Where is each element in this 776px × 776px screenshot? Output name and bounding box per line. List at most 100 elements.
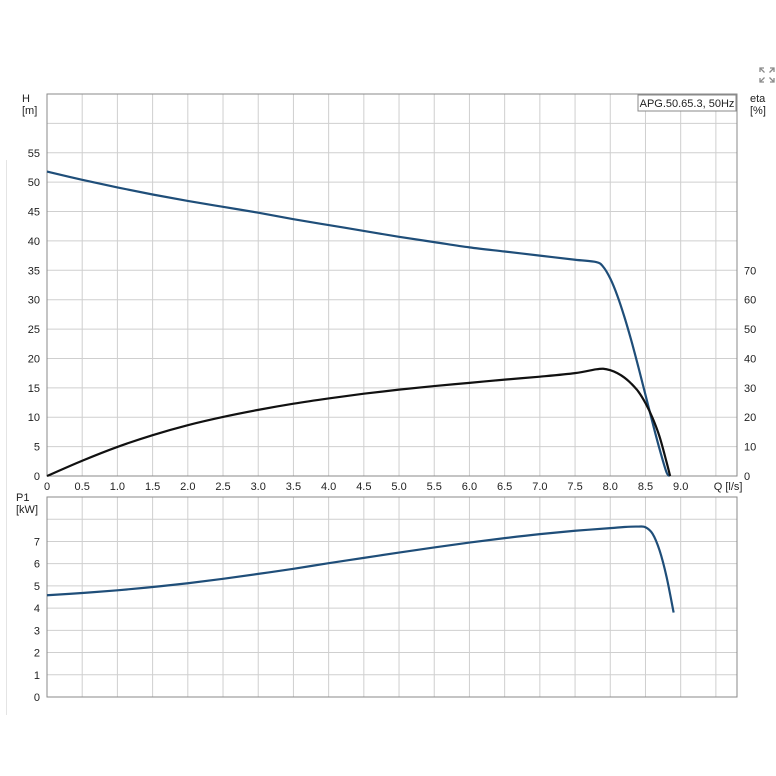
- power-data-point: [328, 563, 329, 564]
- y2-tick-label: 50: [744, 324, 756, 336]
- head-data-point: [638, 367, 639, 368]
- head-data-point: [293, 219, 294, 220]
- power-data-point: [539, 534, 540, 535]
- efficiency-data-point: [434, 386, 435, 387]
- efficiency-data-point: [670, 476, 671, 477]
- power-data-point: [187, 583, 188, 584]
- power-data-point: [469, 542, 470, 543]
- expand-icon[interactable]: [758, 66, 776, 84]
- power-data-point: [363, 557, 364, 558]
- head-data-point: [610, 278, 611, 279]
- efficiency-data-point: [504, 379, 505, 380]
- head-data-point: [47, 171, 48, 172]
- power-data-point: [152, 587, 153, 588]
- power-data-point: [82, 593, 83, 594]
- head-data-point: [666, 472, 667, 473]
- efficiency-data-point: [258, 409, 259, 410]
- power-data-point: [434, 547, 435, 548]
- head-data-point: [624, 316, 625, 317]
- efficiency-data-point: [82, 460, 83, 461]
- chart-title-box: APG.50.65.3, 50Hz: [637, 94, 737, 112]
- y-tick-label: 40: [28, 236, 40, 248]
- plot-frame: [46, 93, 738, 477]
- head-data-point: [659, 449, 660, 450]
- efficiency-data-point: [575, 373, 576, 374]
- x-tick-label: 0: [44, 481, 50, 493]
- x-tick-label: 3.5: [286, 481, 301, 493]
- y-tick-label: 5: [34, 442, 40, 454]
- y-tick-label: 10: [28, 412, 40, 424]
- efficiency-data-point: [617, 373, 618, 374]
- head-data-point: [539, 255, 540, 256]
- plot-frame: [46, 496, 738, 698]
- efficiency-data-point: [399, 389, 400, 390]
- power-data-point: [399, 552, 400, 553]
- head-data-point: [596, 262, 597, 263]
- power-data-point: [504, 538, 505, 539]
- y2-tick-label: 60: [744, 295, 756, 307]
- y-tick-label: 55: [28, 148, 40, 160]
- y-tick-label: 6: [34, 559, 40, 571]
- power-data-point: [659, 550, 660, 551]
- power-data-point: [666, 577, 667, 578]
- y2-tick-label: 40: [744, 353, 756, 365]
- efficiency-data-point: [47, 476, 48, 477]
- y-tick-label: 20: [28, 353, 40, 365]
- head-data-point: [469, 247, 470, 248]
- chart-title: APG.50.65.3, 50Hz: [640, 98, 735, 110]
- power-data-point: [575, 530, 576, 531]
- head-data-point: [258, 212, 259, 213]
- y-axis-label: P1 [kW]: [16, 492, 38, 516]
- efficiency-data-point: [223, 417, 224, 418]
- efficiency-data-point: [645, 403, 646, 404]
- left-edge-strip: [0, 160, 7, 715]
- efficiency-data-point: [638, 391, 639, 392]
- head-data-point: [328, 225, 329, 226]
- power-data-point: [624, 527, 625, 528]
- y-tick-label: 7: [34, 536, 40, 548]
- power-data-point: [673, 612, 674, 613]
- efficiency-data-point: [610, 370, 611, 371]
- x-tick-label: 8.5: [638, 481, 653, 493]
- x-tick-label: 9.0: [673, 481, 688, 493]
- power-data-point: [638, 526, 639, 527]
- head-curve-series: [46, 170, 671, 477]
- power-data-point: [610, 528, 611, 529]
- head-data-point: [603, 266, 604, 267]
- efficiency-data-point: [363, 393, 364, 394]
- x-tick-label: 6.0: [462, 481, 477, 493]
- head-efficiency-chart: 0 5 10 15 20 25 30 35 40 45 50 55 0 10 20 30 40 50 60 70 0 0.…: [22, 93, 766, 493]
- y-tick-label: 3: [34, 625, 40, 637]
- efficiency-data-point: [603, 368, 604, 369]
- power-data-point: [645, 527, 646, 528]
- x-tick-label: 1.0: [110, 481, 125, 493]
- y-tick-label: 0: [34, 692, 40, 704]
- head-data-point: [652, 422, 653, 423]
- efficiency-data-point: [596, 369, 597, 370]
- y2-tick-label: 70: [744, 265, 756, 277]
- y-tick-label: 25: [28, 324, 40, 336]
- power-data-point: [258, 573, 259, 574]
- efficiency-data-point: [652, 417, 653, 418]
- power-chart: 0 1 2 3 4 5 6 7 P1 [kW]: [16, 492, 738, 704]
- head-data-point: [645, 394, 646, 395]
- head-data-point: [82, 179, 83, 180]
- y-tick-label: 50: [28, 177, 40, 189]
- efficiency-curve-series: [46, 367, 672, 478]
- x-tick-label: 2.5: [215, 481, 230, 493]
- y2-tick-label: 10: [744, 442, 756, 454]
- y-tick-label: 1: [34, 670, 40, 682]
- head-data-point: [363, 231, 364, 232]
- x-tick-label: 3.0: [251, 481, 266, 493]
- efficiency-data-point: [666, 462, 667, 463]
- head-data-point: [117, 187, 118, 188]
- y-tick-label: 5: [34, 581, 40, 593]
- head-data-point: [631, 340, 632, 341]
- x-tick-label: 5.5: [427, 481, 442, 493]
- head-data-point: [504, 251, 505, 252]
- x-tick-label: 2.0: [180, 481, 195, 493]
- head-data-point: [434, 242, 435, 243]
- head-data-point: [223, 206, 224, 207]
- efficiency-data-point: [659, 436, 660, 437]
